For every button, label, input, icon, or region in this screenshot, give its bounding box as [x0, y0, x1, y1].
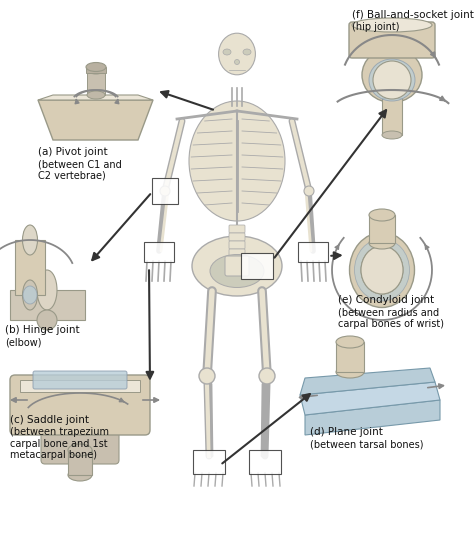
FancyBboxPatch shape	[298, 242, 328, 262]
Text: (hip joint): (hip joint)	[352, 23, 400, 32]
Text: (a) Pivot joint: (a) Pivot joint	[38, 147, 108, 157]
FancyBboxPatch shape	[10, 375, 150, 435]
Text: (between trapezium
carpal bone and 1st
metacarpal bone): (between trapezium carpal bone and 1st m…	[10, 427, 109, 461]
FancyBboxPatch shape	[229, 225, 245, 233]
Text: (d) Plane joint: (d) Plane joint	[310, 427, 383, 437]
Ellipse shape	[369, 209, 395, 221]
FancyBboxPatch shape	[229, 249, 245, 257]
Text: (e) Condyloid joint: (e) Condyloid joint	[338, 295, 434, 305]
Ellipse shape	[199, 368, 215, 384]
FancyBboxPatch shape	[33, 371, 127, 389]
Ellipse shape	[373, 61, 411, 99]
Polygon shape	[87, 70, 105, 95]
Text: (between tarsal bones): (between tarsal bones)	[310, 439, 423, 449]
Ellipse shape	[361, 246, 403, 294]
Text: (elbow): (elbow)	[5, 337, 42, 348]
Ellipse shape	[259, 368, 275, 384]
Polygon shape	[369, 215, 395, 243]
Ellipse shape	[37, 310, 57, 330]
FancyBboxPatch shape	[241, 253, 273, 279]
Ellipse shape	[336, 366, 364, 378]
Ellipse shape	[223, 49, 231, 55]
Ellipse shape	[87, 66, 105, 74]
Ellipse shape	[22, 225, 37, 255]
Ellipse shape	[349, 232, 414, 307]
Text: (b) Hinge joint: (b) Hinge joint	[5, 325, 80, 335]
Ellipse shape	[87, 91, 105, 99]
Ellipse shape	[361, 246, 403, 294]
Polygon shape	[10, 290, 85, 320]
Ellipse shape	[336, 336, 364, 348]
FancyBboxPatch shape	[349, 22, 435, 58]
Ellipse shape	[304, 186, 314, 196]
Ellipse shape	[369, 59, 415, 101]
Ellipse shape	[369, 237, 395, 249]
FancyBboxPatch shape	[144, 242, 174, 262]
Polygon shape	[38, 95, 153, 100]
Ellipse shape	[352, 18, 432, 32]
Ellipse shape	[235, 59, 239, 64]
Polygon shape	[336, 342, 364, 372]
Ellipse shape	[23, 286, 37, 304]
FancyBboxPatch shape	[225, 256, 249, 276]
Polygon shape	[86, 67, 106, 73]
Ellipse shape	[192, 236, 282, 296]
Polygon shape	[382, 98, 402, 135]
Text: (c) Saddle joint: (c) Saddle joint	[10, 415, 89, 425]
Polygon shape	[38, 100, 153, 140]
FancyBboxPatch shape	[229, 233, 245, 241]
Ellipse shape	[210, 255, 264, 288]
Polygon shape	[68, 450, 92, 475]
FancyBboxPatch shape	[193, 450, 225, 474]
Ellipse shape	[68, 444, 92, 456]
Polygon shape	[300, 382, 440, 415]
Text: (between C1 and
C2 vertebrae): (between C1 and C2 vertebrae)	[38, 159, 122, 181]
Ellipse shape	[355, 239, 410, 301]
Ellipse shape	[189, 101, 285, 221]
Ellipse shape	[22, 280, 37, 310]
Ellipse shape	[68, 469, 92, 481]
Ellipse shape	[219, 33, 255, 75]
FancyBboxPatch shape	[152, 178, 178, 204]
Ellipse shape	[86, 63, 106, 71]
Ellipse shape	[382, 131, 402, 139]
FancyBboxPatch shape	[41, 416, 119, 464]
Polygon shape	[300, 368, 435, 395]
FancyBboxPatch shape	[229, 241, 245, 249]
Polygon shape	[305, 400, 440, 435]
Ellipse shape	[362, 48, 422, 103]
Ellipse shape	[37, 270, 57, 310]
Text: (between radius and
carpal bones of wrist): (between radius and carpal bones of wris…	[338, 307, 444, 329]
Polygon shape	[20, 380, 140, 392]
Ellipse shape	[243, 49, 251, 55]
FancyBboxPatch shape	[249, 450, 281, 474]
Ellipse shape	[160, 186, 170, 196]
Polygon shape	[15, 240, 45, 295]
Text: (f) Ball-and-socket joint: (f) Ball-and-socket joint	[352, 10, 474, 20]
